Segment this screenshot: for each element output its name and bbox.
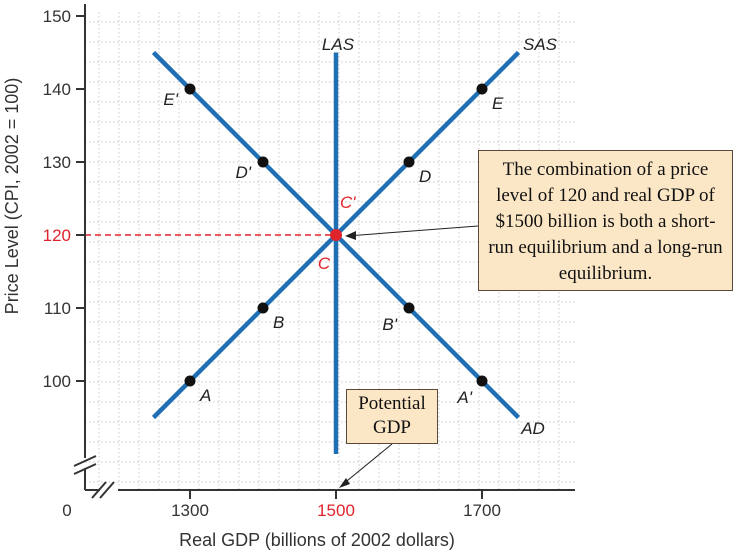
y-tick-label: 110	[44, 299, 71, 318]
y-tick-label: 130	[43, 153, 71, 172]
point-label: D'	[235, 163, 251, 182]
annotation-arrows	[339, 225, 479, 488]
x-tick-label: 1500	[317, 501, 355, 520]
data-point-e	[476, 83, 488, 95]
x-axis-break-mark	[99, 481, 115, 499]
curve-label-ad: AD	[520, 419, 545, 438]
y-axis-break-mark	[73, 455, 97, 467]
point-label: A	[199, 386, 211, 405]
x-axis-title: Real GDP (billions of 2002 dollars)	[179, 530, 455, 550]
annotation-arrowhead-equilibrium	[345, 231, 356, 240]
data-point-b	[257, 302, 269, 314]
origin-label: 0	[62, 501, 71, 520]
point-label: B	[273, 313, 284, 332]
text-labels: AD SAS LAS A B D E E' D' B' A' C C'	[163, 35, 557, 438]
y-axis-break-mark	[73, 463, 97, 475]
data-points	[184, 83, 488, 387]
data-point-d-prime	[257, 156, 269, 168]
x-tick-label: 1700	[463, 501, 501, 520]
x-axis-break-mark	[91, 481, 107, 499]
data-point-a-prime	[476, 375, 488, 387]
y-tick-label: 140	[43, 80, 71, 99]
y-tick-label: 150	[43, 7, 71, 26]
curve-label-las: LAS	[322, 35, 355, 54]
data-point-a	[184, 375, 196, 387]
y-axis-title: Price Level (CPI, 2002 = 100)	[2, 78, 22, 315]
data-point-e-prime	[184, 83, 196, 95]
point-label: A'	[456, 388, 472, 407]
curve-label-sas: SAS	[523, 35, 558, 54]
point-label: D	[419, 167, 431, 186]
point-label: B'	[382, 315, 397, 334]
data-point-c	[330, 229, 342, 241]
point-label: E	[492, 94, 504, 113]
point-label: E'	[163, 90, 178, 109]
x-tick-label: 1300	[171, 501, 209, 520]
annotation-arrowhead-potential	[339, 478, 350, 488]
annotation-arrow-potential	[341, 443, 393, 486]
y-tick-label: 120	[43, 226, 71, 245]
point-label: C'	[340, 193, 356, 212]
data-point-b-prime	[403, 302, 415, 314]
potential-gdp-annotation: Potential GDP	[346, 389, 438, 444]
y-tick-label: 100	[43, 372, 71, 391]
axes: 100 110 120 130 140 150 1300 1500 1700 0 Real GDP …	[2, 4, 575, 550]
equilibrium-annotation: The combination of a price level of 120 …	[478, 150, 733, 291]
point-label: C	[318, 254, 331, 273]
data-point-d	[403, 156, 415, 168]
annotation-arrow-equilibrium	[346, 225, 479, 237]
